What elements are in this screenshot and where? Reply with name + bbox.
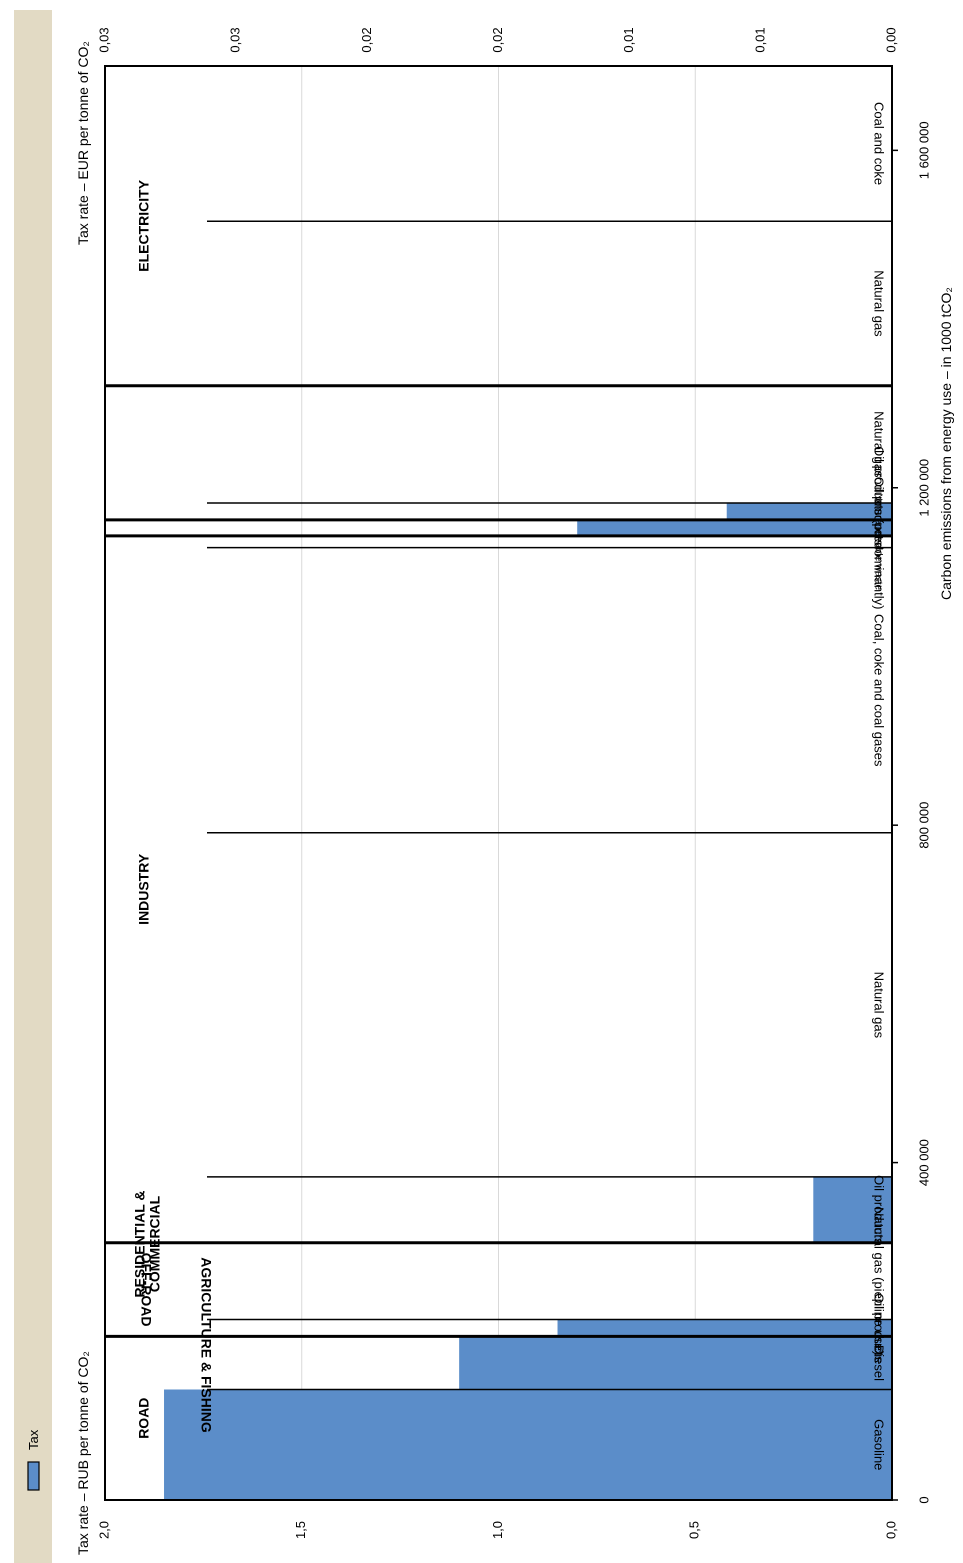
- segment-label: Natural gas: [872, 411, 887, 478]
- sector-label: AGRICULTURE & FISHING: [198, 1257, 214, 1433]
- plot-frame: [104, 65, 893, 1501]
- tax-bar: [577, 519, 892, 536]
- sector-label: ELECTRICITY: [136, 179, 152, 271]
- sector-label: ROAD: [136, 1398, 152, 1439]
- y-tick-label-eur: 0,01: [752, 27, 767, 52]
- x-tick-label: 0: [916, 1496, 931, 1503]
- x-tick-label: 1 200 000: [916, 459, 931, 517]
- sector-label: INDUSTRY: [136, 853, 152, 925]
- tax-bars: [164, 502, 892, 1500]
- segment-dividers: [207, 220, 892, 1391]
- tax-bar: [726, 502, 892, 520]
- legend-swatch-tax: [27, 1461, 40, 1491]
- y-tick-label-rub: 0,0: [883, 1521, 898, 1539]
- y-tick-label-eur: 0,03: [228, 27, 243, 52]
- sector-label: RESIDENTIAL &COMMERCIAL: [131, 1190, 162, 1297]
- legend-label-tax: Tax: [26, 1429, 41, 1450]
- segment-label: Diesel: [872, 1345, 887, 1381]
- y-axis-ticks-eur: 0,00 0,01 0,01 0,02 0,02 0,03 0,03: [96, 27, 898, 52]
- segment-label: Oil products: [872, 1293, 887, 1363]
- segment-label: Oil products: [872, 1175, 887, 1245]
- y-axis-label-rub: Tax rate – RUB per tonne of CO₂: [75, 1351, 91, 1555]
- segment-label: Natural gas (piepline use): [872, 1207, 887, 1355]
- y-tick-label-rub: 2,0: [96, 1521, 111, 1539]
- segment-label: Natural gas: [872, 270, 887, 337]
- tax-bar: [164, 1389, 892, 1500]
- segment-label: Oil products: [872, 477, 887, 547]
- x-tick-label: 800 000: [916, 802, 931, 849]
- segment-label: Gasoline: [872, 1419, 887, 1470]
- y-tick-label-eur: 0,02: [359, 27, 374, 52]
- segment-label: Natural gas: [872, 972, 887, 1039]
- x-axis-ticks: 0 400 000 800 000 1 200 000 1 600 000: [892, 121, 931, 1504]
- x-axis-label: Carbon emissions from energy use – in 10…: [938, 287, 954, 600]
- y-tick-label-eur: 0,00: [883, 27, 898, 52]
- tax-bar: [813, 1176, 892, 1243]
- sector-labels: ROAD OFF-ROAD INDUSTRY AGRICULTURE & FISHIN…: [131, 179, 214, 1438]
- y-tick-label-eur: 0,03: [96, 27, 111, 52]
- segment-label: Coal, coke and coal gases: [872, 614, 887, 767]
- sector-dividers: [105, 384, 892, 1338]
- y-tick-label-rub: 1,0: [490, 1521, 505, 1539]
- segment-label: Oil products (predominantly): [872, 446, 887, 609]
- y-axis-label-eur: Tax rate – EUR per tonne of CO₂: [75, 41, 91, 245]
- x-tick-label: 400 000: [916, 1139, 931, 1186]
- y-axis-ticks-rub: 0,0 0,5 1,0 1,5 2,0: [96, 1521, 898, 1539]
- tax-bar: [459, 1336, 892, 1390]
- segment-label: Non-renewable waste: [872, 493, 883, 590]
- y-tick-label-eur: 0,01: [621, 27, 636, 52]
- segment-label: Coal and coke: [872, 102, 887, 185]
- legend: Tax: [26, 1429, 41, 1491]
- legend-band: [14, 10, 52, 1563]
- x-tick-label: 1 600 000: [916, 121, 931, 179]
- sector-label: OFF-ROAD: [138, 1253, 154, 1327]
- y-tick-label-rub: 0,5: [687, 1521, 702, 1539]
- y-tick-label-eur: 0,02: [490, 27, 505, 52]
- y-tick-label-rub: 1,5: [293, 1521, 308, 1539]
- tax-bar: [557, 1319, 892, 1337]
